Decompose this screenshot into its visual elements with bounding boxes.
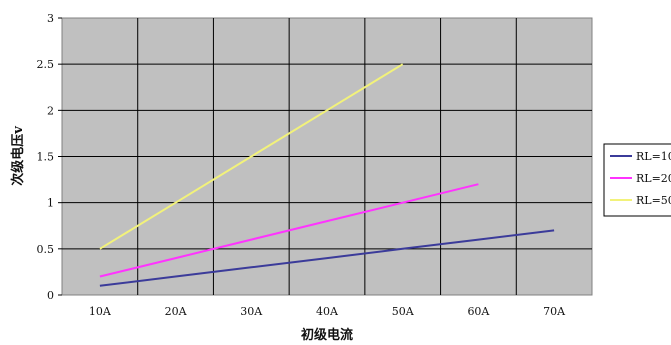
x-tick-label: 30A bbox=[240, 305, 263, 318]
x-tick-label: 20A bbox=[165, 305, 188, 318]
y-tick-label: 2 bbox=[47, 104, 54, 117]
x-tick-label: 40A bbox=[316, 305, 339, 318]
y-tick-label: 1 bbox=[47, 197, 54, 210]
legend-label-2: RL=20 bbox=[636, 172, 671, 185]
y-tick-label: 1.5 bbox=[37, 151, 55, 164]
x-axis-title: 初级电流 bbox=[301, 327, 353, 343]
y-axis-ticks: 0 0.5 1 1.5 2 2.5 3 bbox=[37, 12, 62, 302]
series-lines bbox=[99, 63, 555, 287]
x-tick-label: 50A bbox=[392, 305, 415, 318]
y-axis-title: 次级电压v bbox=[10, 126, 26, 186]
legend: RL=10 RL=20 RL=50 bbox=[603, 143, 671, 217]
x-tick-label: 70A bbox=[543, 305, 566, 318]
y-tick-label: 3 bbox=[47, 12, 54, 25]
x-axis-ticks: 10A 20A 30A 40A 50A 60A 70A bbox=[89, 305, 566, 318]
y-tick-label: 2.5 bbox=[37, 58, 55, 71]
series-line-1 bbox=[99, 229, 555, 287]
y-tick-label: 0.5 bbox=[37, 243, 55, 256]
x-tick-label: 10A bbox=[89, 305, 112, 318]
y-tick-label: 0 bbox=[47, 289, 54, 302]
legend-label-1: RL=10 bbox=[636, 150, 671, 163]
series-line-3 bbox=[99, 63, 404, 250]
x-tick-label: 60A bbox=[467, 305, 490, 318]
series-line-2 bbox=[99, 183, 479, 278]
legend-label-3: RL=50 bbox=[636, 194, 671, 207]
